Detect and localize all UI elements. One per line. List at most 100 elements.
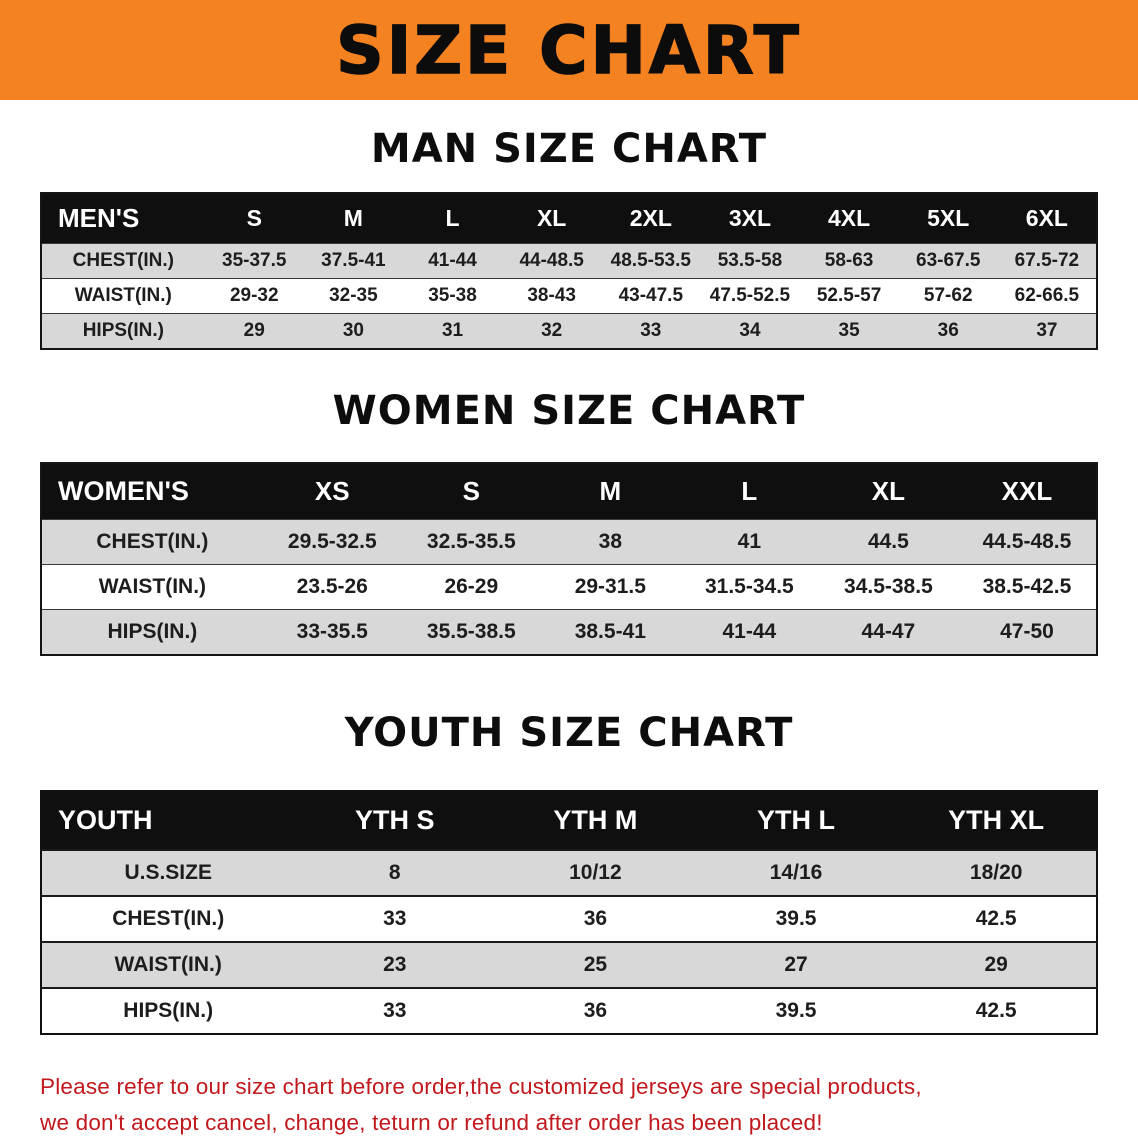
value-cell: 47-50 [957, 609, 1097, 655]
measurement-row: U.S.SIZE 8 10/12 14/16 18/20 [41, 849, 1097, 896]
table-title-cell: WOMEN'S [41, 463, 263, 520]
size-column-header: S [401, 463, 541, 520]
value-cell: 32.5-35.5 [401, 519, 541, 565]
value-cell: 27 [695, 941, 897, 988]
measurement-row: WAIST(IN.) 23 25 27 29 [41, 941, 1097, 988]
value-cell: 39.5 [695, 895, 897, 942]
size-column-header: YTH L [695, 791, 897, 850]
value-cell: 48.5-53.5 [601, 243, 701, 279]
row-label-cell: WAIST(IN.) [41, 564, 263, 610]
disclaimer-notice: Please refer to our size chart before or… [40, 1069, 1098, 1141]
value-cell: 30 [303, 313, 403, 349]
value-cell: 25 [495, 941, 696, 988]
table-header-row: MEN'S S M L XL 2XL 3XL 4XL 5XL 6XL [41, 193, 1097, 244]
value-cell: 26-29 [401, 564, 541, 610]
size-column-header: 4XL [799, 193, 899, 244]
value-cell: 53.5-58 [700, 243, 800, 279]
row-label-cell: CHEST(IN.) [41, 895, 295, 942]
value-cell: 42.5 [896, 987, 1097, 1034]
size-column-header: 3XL [700, 193, 800, 244]
page-title: SIZE CHART [335, 11, 802, 90]
value-cell: 67.5-72 [997, 243, 1097, 279]
value-cell: 29 [204, 313, 304, 349]
value-cell: 29-31.5 [540, 564, 680, 610]
value-cell: 36 [495, 895, 696, 942]
measurement-row: HIPS(IN.) 33-35.5 35.5-38.5 38.5-41 41-44 44-… [41, 609, 1097, 655]
value-cell: 35-37.5 [204, 243, 304, 279]
size-column-header: YTH XL [896, 791, 1097, 850]
value-cell: 63-67.5 [898, 243, 998, 279]
value-cell: 58-63 [799, 243, 899, 279]
value-cell: 31.5-34.5 [679, 564, 819, 610]
value-cell: 31 [402, 313, 503, 349]
value-cell: 18/20 [896, 849, 1097, 896]
value-cell: 44.5 [818, 519, 958, 565]
row-label-cell: WAIST(IN.) [41, 278, 205, 314]
value-cell: 35-38 [402, 278, 503, 314]
measurement-row: HIPS(IN.) 33 36 39.5 42.5 [41, 987, 1097, 1034]
value-cell: 34 [700, 313, 800, 349]
value-cell: 32 [502, 313, 602, 349]
value-cell: 34.5-38.5 [818, 564, 958, 610]
value-cell: 33 [601, 313, 701, 349]
measurement-row: CHEST(IN.) 33 36 39.5 42.5 [41, 895, 1097, 942]
value-cell: 42.5 [896, 895, 1097, 942]
value-cell: 14/16 [695, 849, 897, 896]
value-cell: 36 [495, 987, 696, 1034]
value-cell: 33 [294, 895, 496, 942]
size-column-header: S [204, 193, 304, 244]
women-size-table: WOMEN'S XS S M L XL XXL CHEST(IN.) 29.5-32.5 32.5… [40, 462, 1098, 656]
value-cell: 32-35 [303, 278, 403, 314]
value-cell: 29-32 [204, 278, 304, 314]
size-column-header: YTH M [495, 791, 696, 850]
measurement-row: WAIST(IN.) 23.5-26 26-29 29-31.5 31.5-34.5 34… [41, 564, 1097, 610]
table-header-row: YOUTH YTH S YTH M YTH L YTH XL [41, 791, 1097, 850]
size-column-header: XL [818, 463, 958, 520]
value-cell: 43-47.5 [601, 278, 701, 314]
value-cell: 35 [799, 313, 899, 349]
size-column-header: 2XL [601, 193, 701, 244]
size-column-header: 5XL [898, 193, 998, 244]
value-cell: 29 [896, 941, 1097, 988]
women-size-section: WOMEN SIZE CHART WOMEN'S XS S M L XL XXL CHEST(… [0, 388, 1138, 656]
value-cell: 52.5-57 [799, 278, 899, 314]
disclaimer-line-2: we don't accept cancel, change, teturn o… [40, 1110, 823, 1135]
size-column-header: L [679, 463, 819, 520]
size-column-header: YTH S [294, 791, 496, 850]
value-cell: 44-48.5 [502, 243, 602, 279]
youth-section-heading: YOUTH SIZE CHART [344, 710, 794, 756]
value-cell: 41-44 [402, 243, 503, 279]
value-cell: 35.5-38.5 [401, 609, 541, 655]
value-cell: 38.5-41 [540, 609, 680, 655]
youth-size-table: YOUTH YTH S YTH M YTH L YTH XL U.S.SIZE 8 10/12… [40, 790, 1098, 1035]
value-cell: 41-44 [679, 609, 819, 655]
value-cell: 23.5-26 [262, 564, 402, 610]
size-column-header: L [402, 193, 503, 244]
men-section-heading: MAN SIZE CHART [370, 126, 768, 172]
value-cell: 23 [294, 941, 496, 988]
row-label-cell: HIPS(IN.) [41, 609, 263, 655]
value-cell: 44.5-48.5 [957, 519, 1097, 565]
measurement-row: HIPS(IN.) 29 30 31 32 33 34 35 36 37 [41, 313, 1097, 349]
row-label-cell: U.S.SIZE [41, 849, 295, 896]
value-cell: 37.5-41 [303, 243, 403, 279]
value-cell: 33-35.5 [262, 609, 402, 655]
men-size-table: MEN'S S M L XL 2XL 3XL 4XL 5XL 6XL CHEST(IN.) 35-37… [40, 192, 1098, 350]
row-label-cell: CHEST(IN.) [41, 243, 205, 279]
row-label-cell: CHEST(IN.) [41, 519, 263, 565]
table-title-cell: MEN'S [41, 193, 205, 244]
men-size-section: MAN SIZE CHART MEN'S S M L XL 2XL 3XL 4XL 5XL 6XL… [0, 126, 1138, 350]
measurement-row: WAIST(IN.) 29-32 32-35 35-38 38-43 43-47.5 47.… [41, 278, 1097, 314]
table-header-row: WOMEN'S XS S M L XL XXL [41, 463, 1097, 520]
value-cell: 38 [540, 519, 680, 565]
value-cell: 62-66.5 [997, 278, 1097, 314]
value-cell: 36 [898, 313, 998, 349]
row-label-cell: HIPS(IN.) [41, 987, 295, 1034]
measurement-row: CHEST(IN.) 29.5-32.5 32.5-35.5 38 41 44.5 44.5… [41, 519, 1097, 565]
value-cell: 10/12 [495, 849, 696, 896]
value-cell: 38.5-42.5 [957, 564, 1097, 610]
value-cell: 47.5-52.5 [700, 278, 800, 314]
value-cell: 33 [294, 987, 496, 1034]
value-cell: 29.5-32.5 [262, 519, 402, 565]
size-column-header: XS [262, 463, 402, 520]
